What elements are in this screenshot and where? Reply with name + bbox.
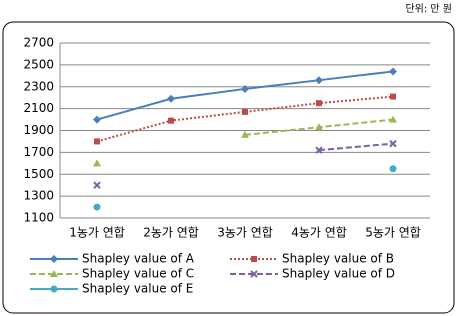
y-tick-label: 2500 xyxy=(23,57,54,71)
marker xyxy=(93,203,101,211)
y-tick-label: 2700 xyxy=(23,36,54,50)
marker xyxy=(250,270,258,278)
x-tick-label: 5농가 연합 xyxy=(365,226,421,240)
marker xyxy=(315,123,323,131)
marker xyxy=(93,181,101,189)
legend-label: Shapley value of B xyxy=(282,252,394,266)
y-tick-label: 2100 xyxy=(23,101,54,115)
marker xyxy=(315,76,323,85)
marker xyxy=(389,115,397,123)
y-tick-label: 1700 xyxy=(23,145,54,159)
marker xyxy=(93,159,101,167)
marker xyxy=(251,256,257,262)
marker xyxy=(389,139,397,148)
legend-label: Shapley value of E xyxy=(82,282,193,296)
y-tick-label: 2300 xyxy=(23,79,54,93)
x-tick-label: 2농가 연합 xyxy=(143,226,199,240)
legend-label: Shapley value of C xyxy=(82,267,194,281)
x-tick-label: 3농가 연합 xyxy=(217,226,273,240)
marker xyxy=(167,94,175,103)
marker xyxy=(50,255,58,263)
marker xyxy=(241,130,249,138)
x-tick-label: 1농가 연합 xyxy=(69,226,125,240)
series-line xyxy=(318,142,394,152)
unit-note: 단위: 만 원 xyxy=(405,2,452,15)
y-tick-label: 1300 xyxy=(23,189,54,203)
marker xyxy=(389,165,397,173)
x-tick-label: 4농가 연합 xyxy=(291,226,347,240)
y-tick-label: 1900 xyxy=(23,123,54,137)
marker xyxy=(241,84,249,93)
marker xyxy=(315,146,323,154)
marker xyxy=(94,138,100,145)
y-tick-label: 1100 xyxy=(23,211,54,225)
y-tick-label: 1500 xyxy=(23,167,54,181)
legend-label: Shapley value of A xyxy=(82,252,195,266)
marker xyxy=(390,93,396,100)
marker xyxy=(168,117,174,124)
marker xyxy=(50,285,58,293)
marker xyxy=(316,100,322,107)
legend-label: Shapley value of D xyxy=(282,267,395,281)
marker xyxy=(50,270,58,277)
marker xyxy=(93,115,101,124)
marker xyxy=(389,67,397,76)
marker xyxy=(242,108,248,115)
chart-frame xyxy=(2,21,455,314)
